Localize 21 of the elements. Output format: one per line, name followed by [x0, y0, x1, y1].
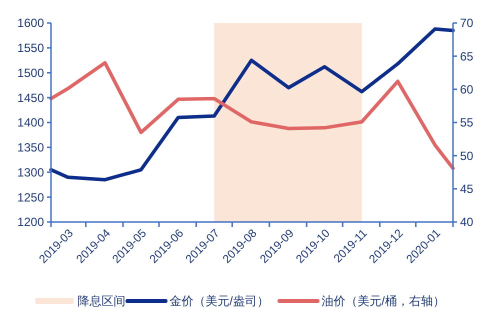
legend-label: 金价（美元/盎司） [170, 294, 269, 308]
y2-tick-label: 55 [460, 116, 474, 130]
y2-tick-label: 65 [460, 49, 474, 64]
y-tick-label: 1250 [17, 190, 44, 204]
y-tick-label: 1500 [17, 66, 44, 80]
y2-tick-label: 45 [460, 182, 474, 196]
y2-tick-label: 40 [460, 215, 474, 230]
y-tick-label: 1550 [17, 41, 44, 56]
line-series [49, 61, 455, 170]
y-tick-label: 1350 [17, 140, 44, 155]
y-tick-label: 1400 [17, 116, 44, 130]
y2-tick-label: 50 [460, 148, 474, 163]
legend-label: 油价（美元/桶，右轴） [322, 294, 445, 308]
y-tick-label: 1450 [17, 90, 44, 105]
y2-tick-label: 70 [460, 16, 474, 30]
line-series [49, 27, 455, 182]
y-tick-label: 1600 [17, 16, 44, 30]
y-tick-label: 1200 [17, 215, 44, 230]
y2-tick-label: 60 [460, 82, 474, 97]
legend-label: 降息区间 [78, 294, 126, 308]
y-tick-label: 1300 [17, 165, 44, 180]
